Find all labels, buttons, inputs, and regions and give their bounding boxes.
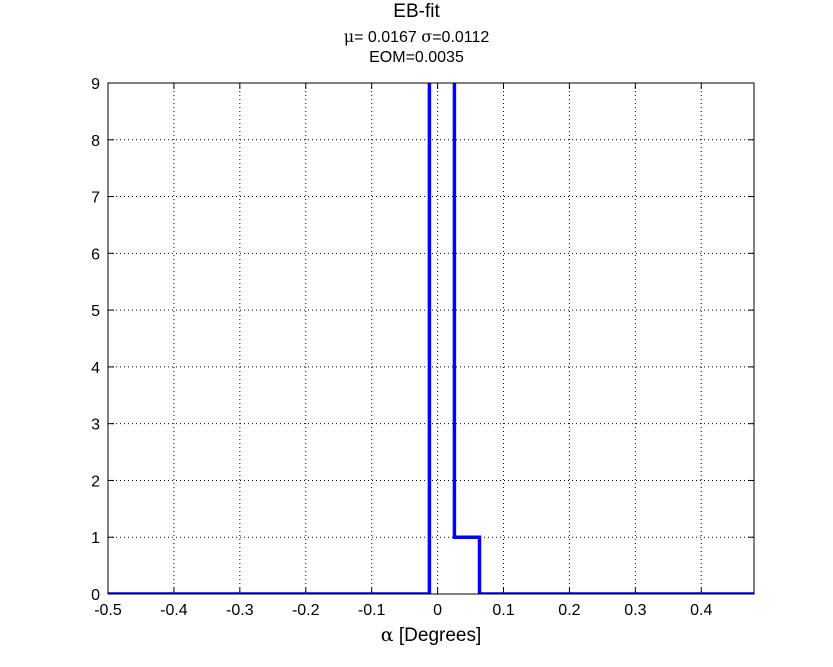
chart-subtitle-eom: EOM=0.0035 bbox=[369, 49, 464, 66]
y-tick-label: 3 bbox=[91, 417, 100, 434]
chart-title: EB-fit bbox=[393, 1, 440, 22]
x-tick-label: -0.5 bbox=[94, 602, 122, 619]
x-tick-label: 0 bbox=[433, 602, 442, 619]
y-tick-label: 4 bbox=[91, 360, 100, 377]
y-tick-label: 7 bbox=[91, 190, 100, 207]
y-tick-label: 2 bbox=[91, 473, 100, 490]
x-axis-label: α [Degrees] bbox=[0, 624, 833, 647]
y-tick-label: 9 bbox=[91, 76, 100, 93]
mu-symbol: μ bbox=[343, 27, 355, 46]
chart-subtitle-stats: μ= 0.0167 σ=0.0112 bbox=[0, 27, 833, 47]
alpha-symbol: α bbox=[380, 624, 394, 646]
y-tick-label: 1 bbox=[91, 530, 100, 547]
x-tick-label: 0.2 bbox=[558, 602, 580, 619]
series-line bbox=[108, 83, 754, 594]
mu-value: = 0.0167 bbox=[354, 29, 417, 46]
y-tick-label: 8 bbox=[91, 133, 100, 150]
sigma-symbol: σ bbox=[421, 27, 433, 46]
x-tick-label: -0.1 bbox=[358, 602, 386, 619]
sigma-value: =0.0112 bbox=[432, 29, 490, 46]
x-tick-label: -0.4 bbox=[160, 602, 188, 619]
x-tick-label: -0.2 bbox=[292, 602, 320, 619]
x-axis-label-text: [Degrees] bbox=[393, 625, 482, 646]
y-tick-label: 6 bbox=[91, 246, 100, 263]
x-tick-label: 0.1 bbox=[492, 602, 514, 619]
x-tick-label: -0.3 bbox=[226, 602, 254, 619]
axes-box bbox=[107, 82, 755, 595]
x-tick-label: 0.3 bbox=[624, 602, 646, 619]
y-tick-label: 5 bbox=[91, 303, 100, 320]
y-tick-label: 0 bbox=[91, 587, 100, 604]
x-tick-label: 0.4 bbox=[690, 602, 712, 619]
